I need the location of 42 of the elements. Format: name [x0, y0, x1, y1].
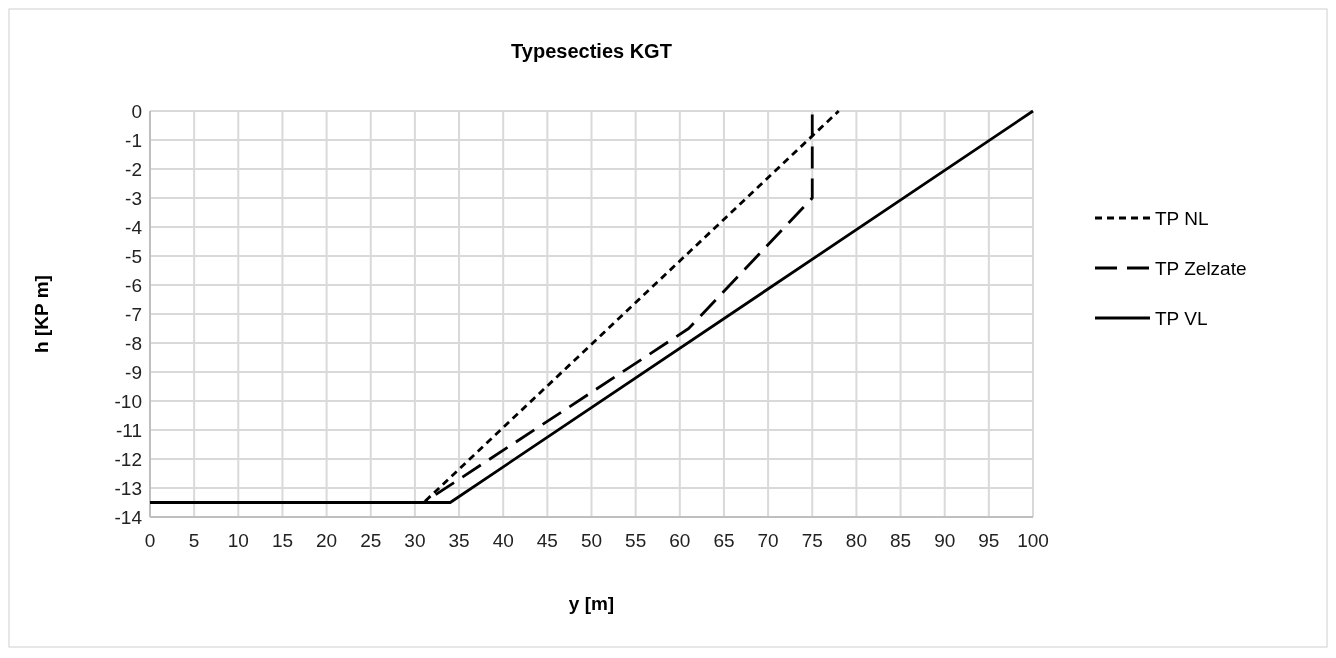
legend-label: TP NL	[1155, 207, 1209, 229]
x-tick-label: 45	[536, 530, 558, 551]
y-tick-label: -14	[114, 506, 143, 528]
y-tick-label: -13	[114, 477, 142, 499]
y-tick-label: -1	[125, 129, 142, 151]
x-tick-label: 5	[188, 530, 200, 551]
x-tick-label: 60	[669, 530, 691, 551]
x-tick-label: 40	[492, 530, 514, 551]
x-tick-label: 20	[316, 530, 338, 551]
y-tick-label: -3	[125, 187, 142, 209]
x-tick-label: 100	[1017, 530, 1049, 551]
x-tick-label: 65	[713, 530, 735, 551]
y-tick-label: -11	[115, 419, 142, 441]
x-tick-label: 55	[625, 530, 647, 551]
x-tick-label: 15	[271, 530, 294, 551]
x-tick-label: 95	[978, 530, 1000, 551]
y-tick-label: -6	[125, 274, 142, 296]
y-tick-label: -12	[114, 448, 142, 470]
x-tick-label: 35	[448, 530, 470, 551]
y-tick-label: 0	[131, 100, 142, 122]
x-tick-label: 25	[360, 530, 382, 551]
x-tick-label: 85	[889, 530, 912, 551]
y-tick-label: -9	[125, 361, 142, 383]
y-tick-label: -10	[114, 390, 142, 412]
x-tick-label: 80	[845, 530, 867, 551]
legend-label: TP VL	[1155, 307, 1208, 329]
y-tick-label: -5	[125, 245, 142, 267]
y-tick-label: -2	[125, 158, 142, 180]
y-tick-label: -7	[125, 303, 142, 325]
x-tick-label: 30	[404, 530, 426, 551]
x-tick-label: 50	[580, 530, 603, 551]
y-tick-label: -4	[125, 216, 143, 238]
y-tick-label: -8	[125, 332, 142, 354]
x-tick-label: 0	[144, 530, 156, 551]
chart-title: Typesecties KGT	[511, 40, 672, 62]
y-axis-title: h [KP m]	[31, 275, 52, 353]
x-tick-label: 75	[801, 530, 823, 551]
x-tick-label: 70	[757, 530, 779, 551]
x-axis-title: y [m]	[568, 593, 615, 614]
x-tick-label: 10	[227, 530, 249, 551]
x-tick-label: 90	[934, 530, 956, 551]
legend-label: TP Zelzate	[1155, 257, 1247, 279]
